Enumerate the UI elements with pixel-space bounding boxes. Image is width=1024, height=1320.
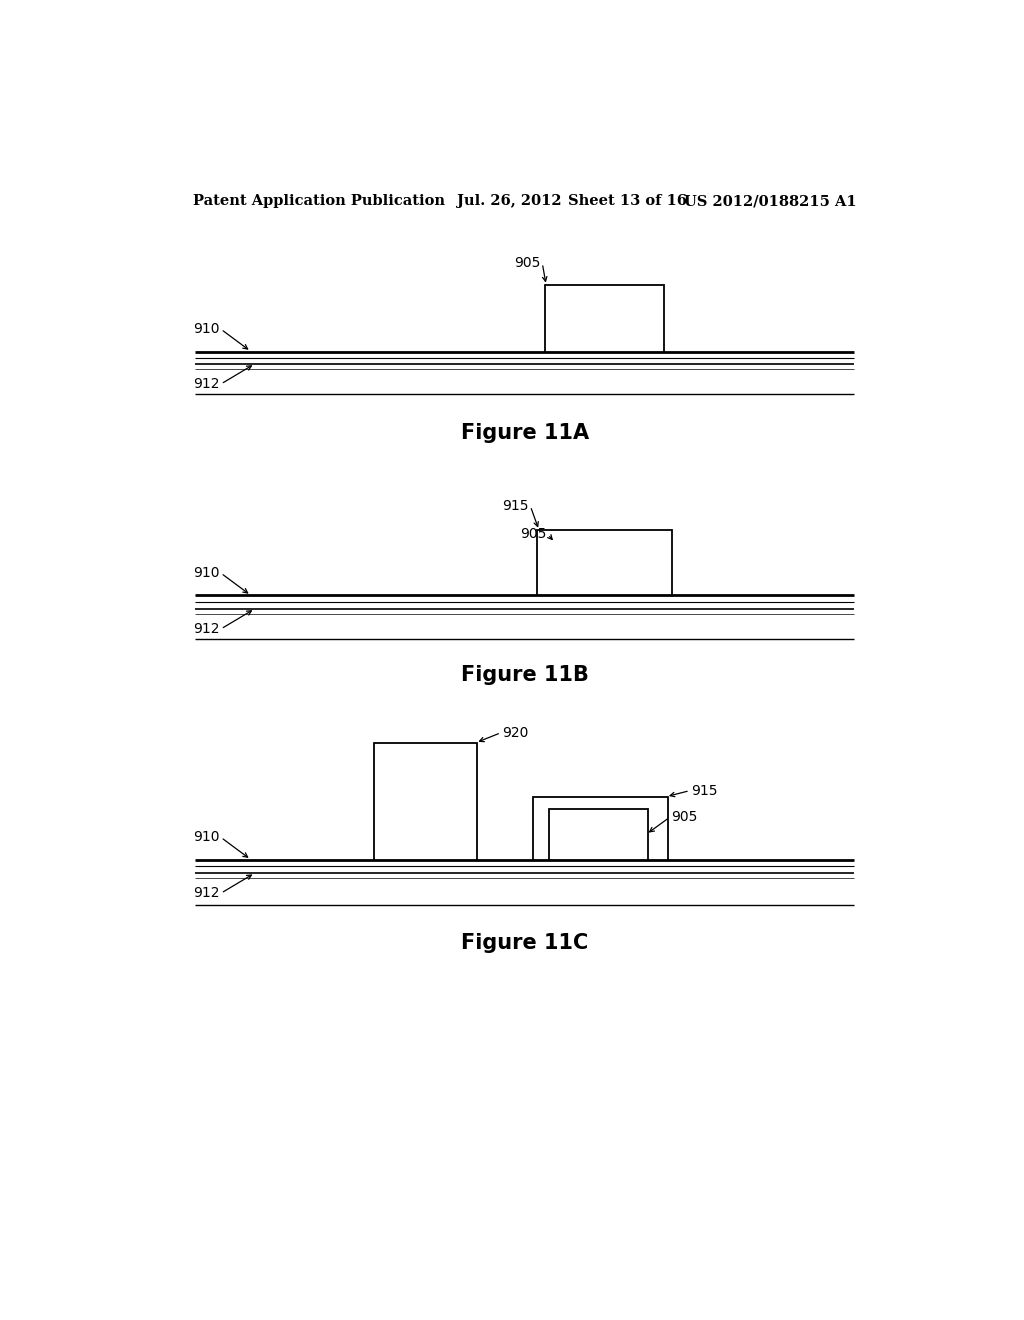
Text: 905: 905	[672, 810, 698, 824]
Text: 910: 910	[193, 566, 219, 579]
Text: 912: 912	[193, 886, 219, 900]
Text: Figure 11A: Figure 11A	[461, 422, 589, 442]
Text: 910: 910	[193, 830, 219, 845]
Text: 915: 915	[502, 499, 528, 513]
Text: 912: 912	[193, 622, 219, 636]
Text: Patent Application Publication: Patent Application Publication	[194, 194, 445, 209]
Text: Sheet 13 of 16: Sheet 13 of 16	[568, 194, 687, 209]
Bar	[545, 285, 664, 351]
Text: Figure 11C: Figure 11C	[461, 933, 589, 953]
Text: 905: 905	[514, 256, 541, 271]
Text: Jul. 26, 2012: Jul. 26, 2012	[458, 194, 562, 209]
Text: 912: 912	[193, 378, 219, 391]
Text: Figure 11B: Figure 11B	[461, 665, 589, 685]
Text: 920: 920	[503, 726, 529, 739]
Text: US 2012/0188215 A1: US 2012/0188215 A1	[684, 194, 856, 209]
Bar	[537, 531, 672, 595]
Bar	[374, 743, 477, 859]
Text: 905: 905	[520, 528, 546, 541]
Text: 915: 915	[691, 784, 718, 797]
Bar	[532, 797, 668, 859]
Text: 910: 910	[193, 322, 219, 337]
Bar	[553, 543, 652, 595]
Bar	[549, 809, 648, 859]
